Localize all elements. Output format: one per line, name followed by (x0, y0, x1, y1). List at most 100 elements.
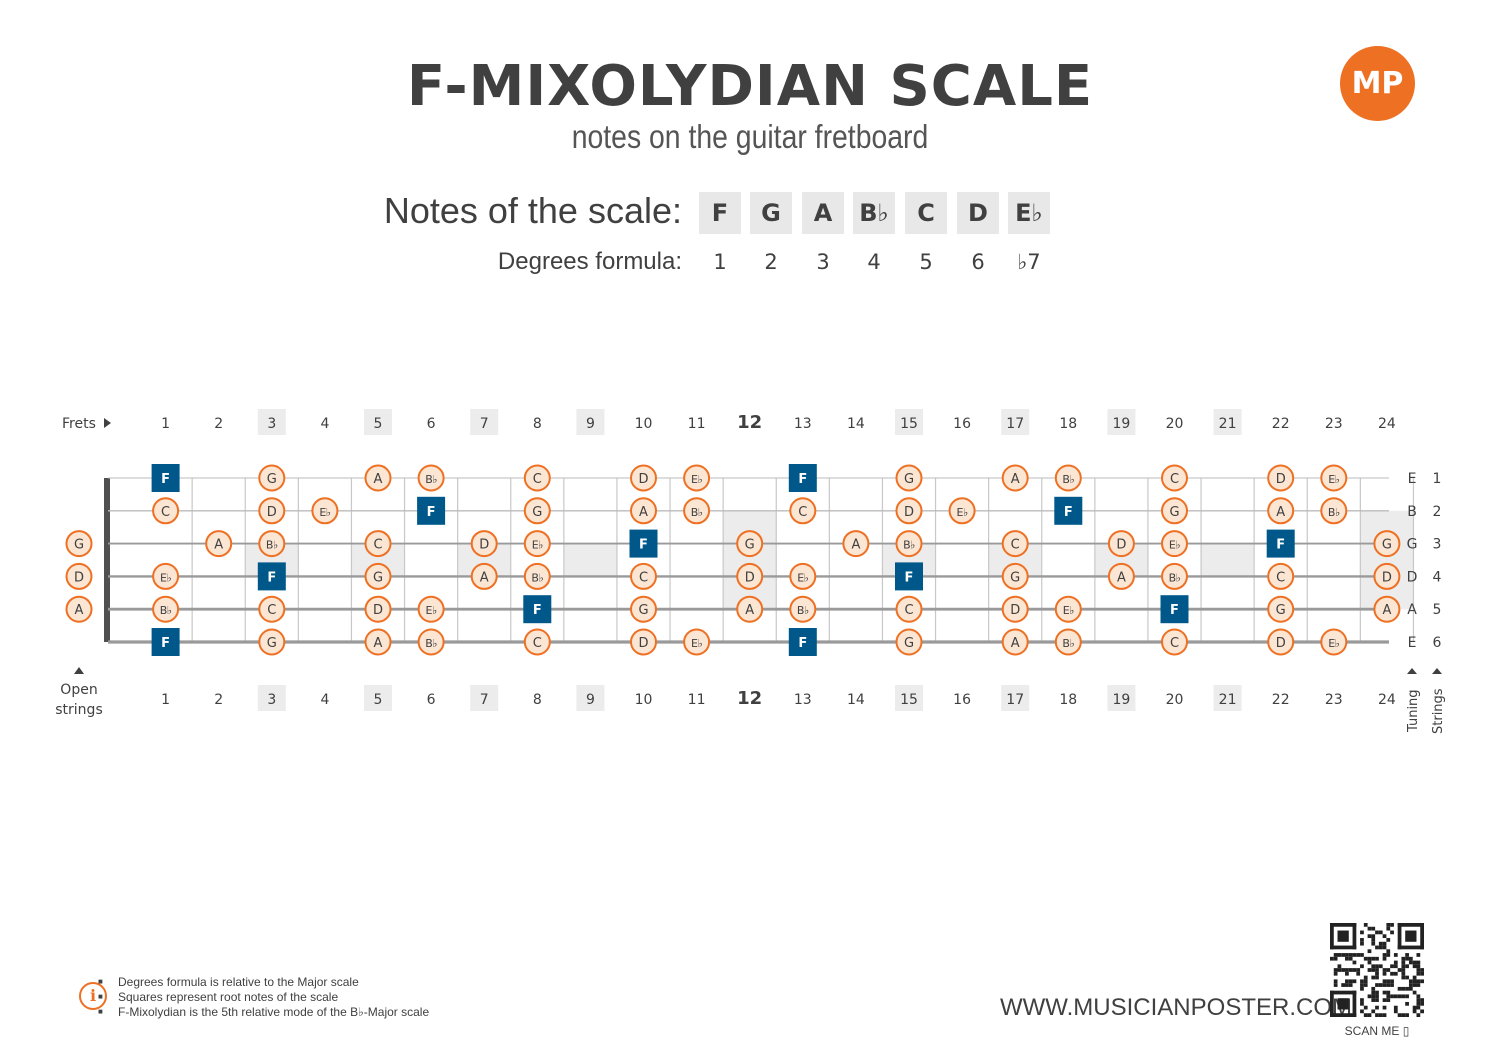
note-label: C (533, 636, 542, 651)
note-marker (1373, 595, 1401, 623)
note-label: E♭ (1328, 473, 1339, 486)
note-marker (736, 562, 764, 590)
qr-module (1382, 956, 1387, 961)
note-marker (523, 464, 551, 492)
qr-module (1397, 968, 1402, 972)
note-label: B♭ (691, 506, 703, 519)
qr-module (1397, 945, 1424, 950)
root-note-label: F (427, 505, 436, 520)
qr-module (1371, 934, 1376, 939)
scale-degree: 1 (713, 250, 727, 274)
note-label: A (851, 538, 860, 553)
qr-module (1386, 953, 1391, 957)
page-subtitle: notes on the guitar fretboard (571, 118, 929, 155)
fret-number-bottom: 22 (1272, 692, 1290, 708)
qr-module (1416, 960, 1421, 965)
fret-number-marker (257, 685, 286, 711)
footnote-item: F-Mixolydian is the 5th relative mode of… (98, 1005, 429, 1019)
fret-number-bottom: 20 (1166, 692, 1184, 708)
root-note-marker (151, 628, 180, 656)
qr-module (1360, 983, 1364, 987)
note-marker (1320, 464, 1348, 492)
note-marker (895, 595, 923, 623)
fret-number-marker (470, 409, 499, 435)
note-marker (1161, 628, 1188, 656)
note-label: G (1010, 570, 1020, 585)
note-marker (152, 595, 180, 623)
page-title: F-MIXOLYDIAN SCALE (406, 54, 1094, 119)
qr-module (1367, 949, 1372, 954)
scale-note: E♭ (1008, 192, 1050, 234)
note-marker (364, 464, 392, 492)
note-label: C (161, 505, 170, 520)
qr-module (1378, 930, 1383, 935)
fret-number-top: 20 (1166, 416, 1184, 432)
qr-module (1390, 983, 1394, 987)
fret-number-bottom: 15 (900, 692, 918, 708)
qr-module (1393, 994, 1398, 999)
qr-module (1375, 956, 1379, 961)
string-tuning: E (1408, 635, 1417, 651)
arrow-up-icon (74, 667, 84, 674)
fret-inlay (723, 510, 777, 610)
fret-inlay (1360, 510, 1414, 610)
qr-module (1401, 1013, 1406, 1017)
note-label: E♭ (319, 506, 330, 519)
scale-degree: 5 (919, 250, 933, 274)
fret-number-top: 8 (533, 416, 542, 432)
note-label: C (267, 603, 276, 618)
qr-module (1420, 1001, 1424, 1006)
note-label: D (1276, 472, 1286, 487)
fret-number-bottom: 11 (688, 692, 706, 708)
arrow-up-icon (1432, 668, 1442, 674)
website-link[interactable]: WWW.MUSICIANPOSTER.COM (1000, 994, 1352, 1021)
fret-number-bottom: 3 (267, 692, 276, 708)
note-marker (630, 628, 657, 656)
string-number: 3 (1433, 537, 1442, 553)
note-marker (1320, 497, 1348, 525)
note-label: G (745, 538, 755, 553)
note-label: A (214, 538, 223, 553)
qr-module (1363, 956, 1368, 961)
qr-module (1393, 964, 1398, 969)
scale-degree: 2 (764, 250, 778, 274)
scale-degree: 4 (867, 250, 881, 274)
qr-module (1360, 930, 1364, 935)
note-marker (1373, 562, 1401, 590)
qr-module (1371, 968, 1376, 972)
qr-module (1386, 926, 1391, 931)
qr-module (1408, 960, 1413, 965)
root-note-label: F (1170, 603, 1179, 618)
note-marker (364, 628, 392, 656)
note-marker (1001, 628, 1029, 656)
note-label: A (1117, 570, 1126, 585)
qr-module (1375, 1013, 1379, 1017)
note-label: B♭ (903, 539, 915, 552)
root-note-label: F (161, 636, 170, 651)
fret-number-marker (576, 409, 605, 435)
qr-module (1393, 1005, 1398, 1010)
note-label: G (267, 472, 277, 487)
fret-number-bottom: 6 (427, 692, 436, 708)
qr-module (1330, 1013, 1357, 1017)
musicianposter-logo: MP (1340, 46, 1415, 121)
fret-number-bottom: 21 (1219, 692, 1237, 708)
root-note-label: F (267, 570, 276, 585)
note-label: D (267, 505, 277, 520)
fret-number-bottom: 19 (1112, 692, 1130, 708)
note-label: A (1382, 603, 1391, 618)
qr-module (1360, 953, 1364, 957)
qr-code-icon[interactable] (1330, 923, 1424, 1017)
qr-module (1333, 968, 1338, 972)
fret-number-bottom: 16 (953, 692, 971, 708)
arrow-up-icon (1407, 668, 1417, 674)
qr-module (1367, 994, 1372, 999)
qr-module (1345, 983, 1349, 987)
note-label: A (1011, 636, 1020, 651)
fret-number-top: 4 (320, 416, 329, 432)
note-label: A (480, 570, 489, 585)
qr-module (1337, 964, 1342, 969)
qr-module (1412, 964, 1417, 969)
note-marker (523, 628, 551, 656)
qr-module (1371, 990, 1376, 995)
